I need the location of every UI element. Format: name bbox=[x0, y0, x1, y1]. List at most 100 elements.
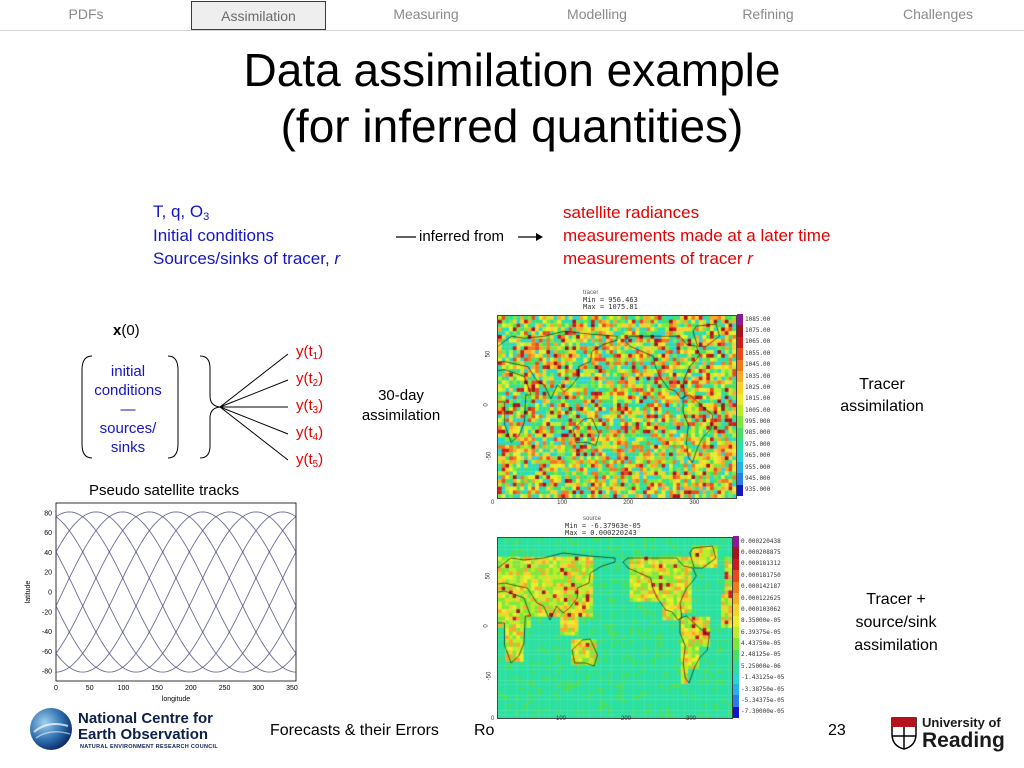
nceo-line1: National Centre for bbox=[78, 710, 214, 727]
colorbar-swatch bbox=[733, 581, 739, 593]
nav-tab-challenges[interactable]: Challenges bbox=[902, 6, 974, 22]
colorbar-label: 1055.00 bbox=[745, 349, 771, 357]
colorbar-label: 0.000122625 bbox=[741, 594, 781, 602]
output-y5: y(t5) bbox=[296, 451, 324, 470]
colorbar-swatch bbox=[733, 547, 739, 559]
colorbar-label: 975.000 bbox=[745, 440, 771, 448]
colorbar-swatch bbox=[737, 336, 743, 349]
box-line-1: initial bbox=[110, 363, 146, 380]
nav-tab-pdfs[interactable]: PDFs bbox=[68, 6, 104, 22]
assimilation-label: 30-day assimilation bbox=[348, 386, 454, 426]
tracer-caption: Tracer assimilation bbox=[826, 374, 938, 418]
nav-tab-refining[interactable]: Refining bbox=[742, 6, 794, 22]
colorbar-label: 1075.00 bbox=[745, 327, 771, 335]
colorbar-swatch bbox=[737, 450, 743, 462]
colorbar-label: -5.34375e-05 bbox=[741, 696, 785, 704]
source-map-canvas bbox=[497, 537, 733, 719]
source-caption-line2: source/sink bbox=[855, 614, 937, 631]
nav-tab-modelling[interactable]: Modelling bbox=[567, 6, 627, 22]
map1-xticks: 0 100 200 300 bbox=[491, 500, 735, 510]
output-y1: y(t1) bbox=[296, 343, 324, 362]
tracks-xtick: 200 bbox=[185, 685, 197, 692]
track-line bbox=[55, 511, 297, 673]
state-vars: T, q, O bbox=[153, 202, 204, 221]
nceo-logo-icon bbox=[30, 708, 72, 750]
map-xtick: 100 bbox=[556, 716, 567, 722]
tracks-xlabel: longitude bbox=[162, 696, 191, 703]
section-nav: PDFs Assimilation Measuring Modelling Re… bbox=[0, 0, 1024, 31]
colorbar-swatch bbox=[733, 638, 739, 650]
source-caption: Tracer + source/sink assimilation bbox=[836, 588, 956, 657]
tracks-xtick: 250 bbox=[219, 685, 231, 692]
footer-text: Forecasts & their Errors bbox=[270, 722, 439, 739]
map1-yticks: 50 0 -50 bbox=[484, 315, 497, 497]
source-caption-line3: assimilation bbox=[854, 637, 938, 654]
colorbar-label: 1035.00 bbox=[745, 372, 771, 380]
colorbar-swatch bbox=[737, 314, 743, 326]
nav-tab-measuring[interactable]: Measuring bbox=[393, 6, 459, 22]
tracks-ytick: 80 bbox=[44, 510, 52, 517]
colorbar-swatch bbox=[733, 570, 739, 582]
inferred-from-label: inferred from bbox=[419, 228, 505, 245]
colorbar-swatch bbox=[733, 558, 739, 571]
tracks-ytick: 40 bbox=[44, 550, 52, 557]
colorbar-swatch bbox=[733, 695, 739, 707]
inferred-right-line1: satellite radiances bbox=[563, 203, 700, 222]
map2-min: Min = -6.37963e-05 bbox=[565, 522, 641, 530]
tracer-var: r bbox=[334, 249, 341, 268]
colorbar-swatch bbox=[737, 359, 743, 371]
map-ytick: 50 bbox=[485, 572, 492, 580]
source-map-panel: source Min = -6.37963e-05 Max = 0.000220… bbox=[484, 516, 785, 726]
map-xtick: 0 bbox=[491, 500, 495, 506]
colorbar-swatch bbox=[733, 604, 739, 616]
colorbar-label: 1065.00 bbox=[745, 338, 771, 346]
colorbar-swatch bbox=[737, 473, 743, 485]
colorbar-label: 0.000181750 bbox=[741, 571, 781, 579]
reading-crest-icon bbox=[891, 717, 917, 750]
colorbar-swatch bbox=[737, 405, 743, 417]
colorbar-swatch bbox=[733, 683, 739, 696]
colorbar-label: 0.000181312 bbox=[741, 560, 781, 568]
track-lines bbox=[55, 511, 297, 673]
tracks-ytick: -40 bbox=[42, 629, 52, 636]
state-vars-sub: 3 bbox=[203, 211, 210, 223]
inferred-right-line2: measurements made at a later time bbox=[563, 226, 831, 245]
assim-line1: 30-day bbox=[378, 387, 424, 404]
colorbar-label: 955.000 bbox=[745, 463, 771, 471]
tracks-ytick: -80 bbox=[42, 669, 52, 676]
colorbar-label: 0.000220438 bbox=[741, 537, 781, 545]
nav-tab-assimilation[interactable]: Assimilation bbox=[191, 1, 326, 30]
x0-rest: (0) bbox=[121, 322, 140, 339]
map1-header: tracer bbox=[583, 290, 599, 296]
tracks-ytick: -60 bbox=[42, 649, 52, 656]
colorbar-label: 1045.00 bbox=[745, 361, 771, 369]
colorbar-swatch bbox=[733, 627, 739, 639]
box-line-4: sources/ bbox=[99, 420, 157, 437]
footer-text-2: Ro bbox=[474, 722, 495, 739]
inferred-arrow-icon bbox=[396, 233, 543, 241]
tracks-xtick: 0 bbox=[54, 685, 58, 692]
colorbar-swatch bbox=[733, 706, 739, 718]
tracks-ytick: 0 bbox=[48, 590, 52, 597]
colorbar-swatch bbox=[733, 649, 739, 662]
tracks-ylabel: latitude bbox=[25, 581, 32, 604]
map1-min: Min = 956.463 bbox=[583, 296, 638, 304]
colorbar-label: 995.000 bbox=[745, 418, 771, 426]
map2-xticks: 0 100 200 300 bbox=[491, 716, 731, 726]
colorbar-label: 2.48125e-05 bbox=[741, 651, 781, 659]
tracks-ytick: 60 bbox=[44, 530, 52, 537]
map-xtick: 0 bbox=[491, 716, 495, 722]
x0-label: x(0) bbox=[113, 321, 140, 341]
diagram-lines bbox=[81, 353, 289, 461]
reading-line2: Reading bbox=[922, 729, 1005, 752]
colorbar-swatch bbox=[733, 592, 739, 605]
nceo-name: National Centre for Earth Observation bbox=[78, 711, 213, 743]
tracks-caption: Pseudo satellite tracks bbox=[89, 482, 240, 499]
reading-line1: University of bbox=[922, 715, 1001, 730]
output-y3: y(t3) bbox=[296, 397, 324, 416]
tracks-xtick: 150 bbox=[151, 685, 163, 692]
slide-title-line1: Data assimilation example bbox=[243, 44, 781, 96]
box-line-3: — bbox=[120, 401, 136, 418]
box-line-2: conditions bbox=[94, 382, 162, 399]
